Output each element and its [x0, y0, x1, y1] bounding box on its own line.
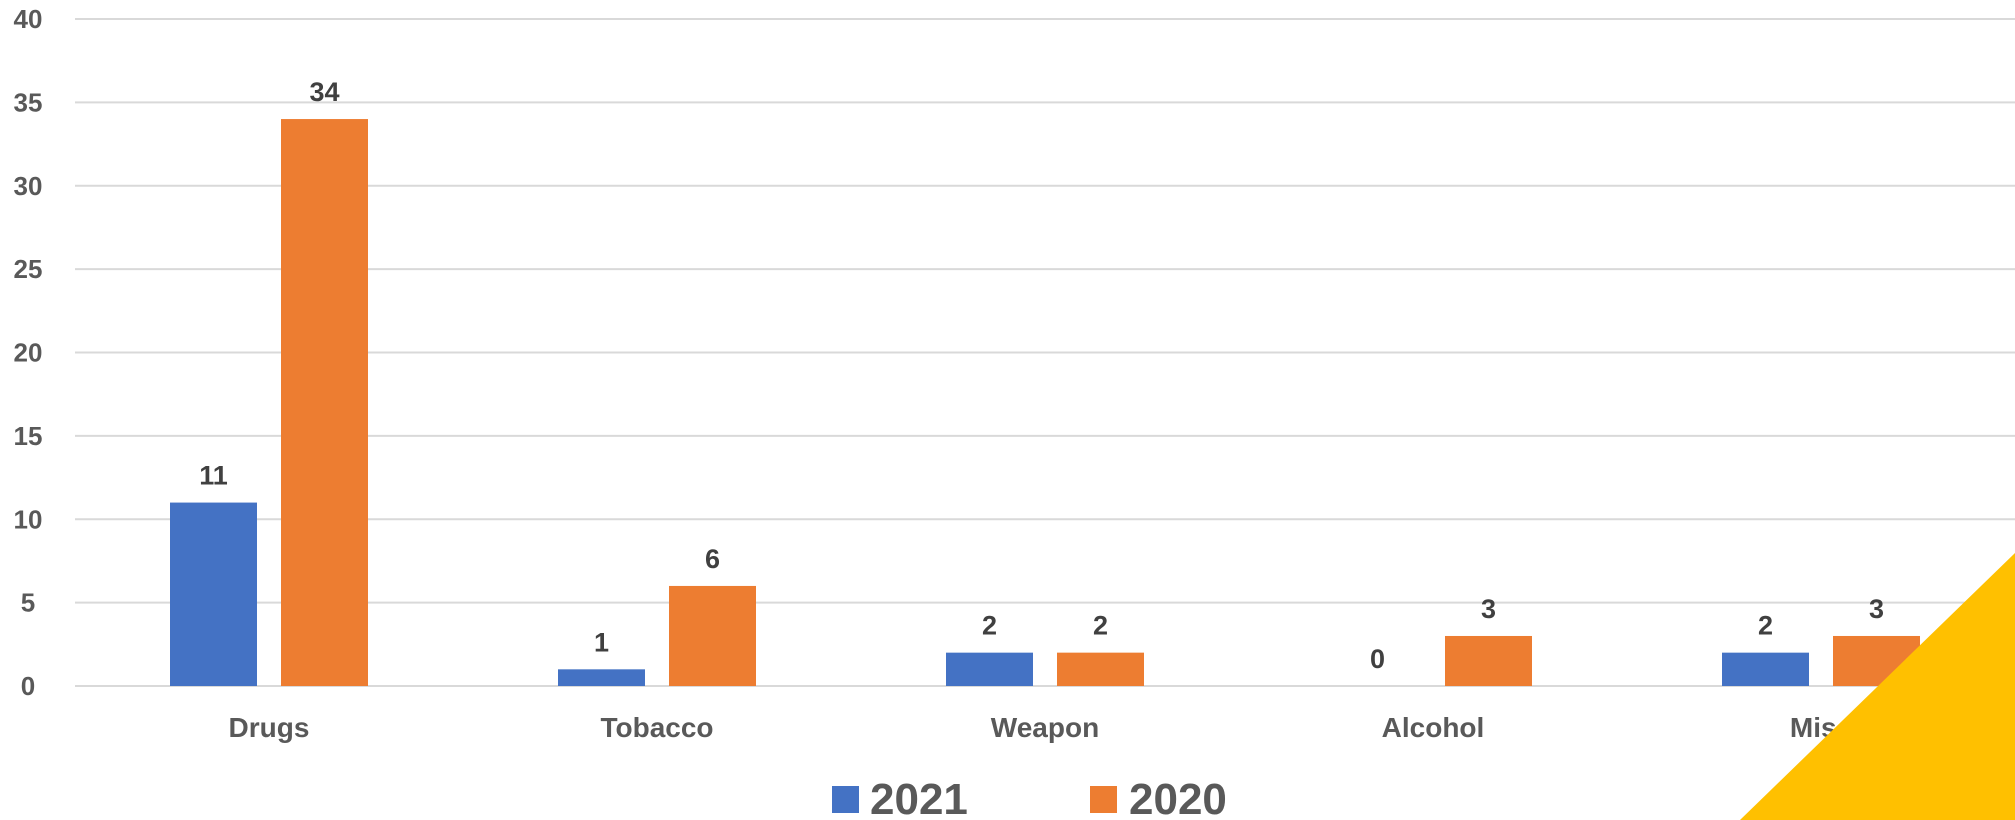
legend-swatch: [1090, 786, 1117, 813]
data-label: 2: [982, 611, 997, 641]
bar-drugs-2021: [170, 502, 257, 686]
x-category-label: Tobacco: [600, 712, 713, 743]
legend: 2021 2020: [832, 775, 1227, 820]
y-tick-label: 25: [14, 254, 43, 284]
data-label: 2: [1758, 611, 1773, 641]
data-labels: 11 34 1 6 2 2 0 3 2 3: [199, 77, 1884, 674]
data-label: 6: [705, 544, 720, 574]
corner-decoration: [1740, 553, 2015, 820]
x-category-label: Alcohol: [1382, 712, 1485, 743]
data-label: 0: [1370, 644, 1385, 674]
x-category-label: Drugs: [229, 712, 310, 743]
y-tick-label: 35: [14, 87, 43, 117]
data-label: 2: [1093, 611, 1108, 641]
y-axis: 0 5 10 15 20 25 30 35 40: [14, 4, 43, 701]
legend-swatch: [832, 786, 859, 813]
bars: [170, 119, 1920, 687]
legend-label: 2020: [1129, 775, 1227, 820]
data-label: 34: [309, 77, 339, 107]
y-tick-label: 15: [14, 421, 43, 451]
bar-tobacco-2021: [558, 669, 645, 686]
bar-weapon-2020: [1057, 652, 1144, 686]
bar-weapon-2021: [946, 652, 1033, 686]
bar-drugs-2020: [281, 119, 368, 687]
data-label: 11: [199, 461, 228, 491]
corner-triangle: [1740, 553, 2015, 820]
y-tick-label: 0: [21, 671, 35, 701]
x-category-label: Weapon: [991, 712, 1099, 743]
y-tick-label: 20: [14, 338, 43, 368]
bar-alcohol-2020: [1445, 635, 1532, 686]
x-axis: Drugs Tobacco Weapon Alcohol Misc: [229, 712, 1853, 743]
y-tick-label: 40: [14, 4, 43, 34]
data-label: 1: [594, 627, 609, 657]
bar-misc-2021: [1722, 652, 1809, 686]
data-label: 3: [1869, 594, 1884, 624]
legend-label: 2021: [870, 775, 968, 820]
y-tick-label: 30: [14, 171, 43, 201]
bar-tobacco-2020: [669, 585, 756, 686]
y-tick-label: 10: [14, 504, 43, 534]
data-label: 3: [1481, 594, 1496, 624]
gridlines: [75, 18, 2015, 687]
y-tick-label: 5: [21, 588, 35, 618]
